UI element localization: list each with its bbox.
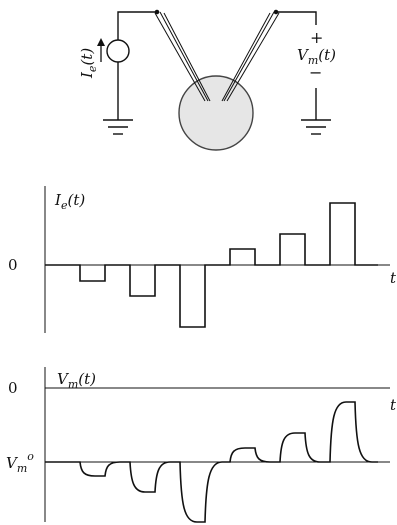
- current-plot: 0 t Ie(t): [8, 186, 397, 333]
- current-arrow-icon: [97, 38, 105, 62]
- electrode-right: [221, 11, 280, 102]
- svg-text:Ie(t): Ie(t): [78, 48, 99, 79]
- current-trace: [45, 202, 378, 328]
- voltage-zero-label: 0: [8, 379, 18, 397]
- voltage-trace: [45, 401, 378, 523]
- minus-sign: −: [309, 63, 322, 82]
- voltage-plot: 0 t Vm(t) Vmo: [6, 367, 397, 523]
- voltage-y-label: Vm(t): [57, 370, 96, 391]
- current-y-label: Ie(t): [54, 191, 85, 212]
- current-source: [106, 39, 130, 63]
- circuit: [103, 9, 331, 151]
- ground-right-icon: [301, 119, 331, 135]
- plus-sign: +: [310, 28, 323, 47]
- source-wire-top: [117, 11, 157, 40]
- junction-left: [154, 9, 160, 15]
- current-x-label: t: [390, 269, 397, 287]
- voltage-wire-top: [276, 11, 317, 25]
- ground-left-icon: [103, 119, 133, 135]
- cell: [178, 75, 254, 151]
- rest-potential-label: Vmo: [6, 450, 34, 475]
- electrode-left: [154, 11, 211, 102]
- voltage-x-label: t: [390, 396, 397, 414]
- voltage-label: Vm(t): [297, 46, 336, 67]
- current-source-label: Ie(t): [78, 48, 99, 79]
- current-zero-label: 0: [8, 256, 18, 274]
